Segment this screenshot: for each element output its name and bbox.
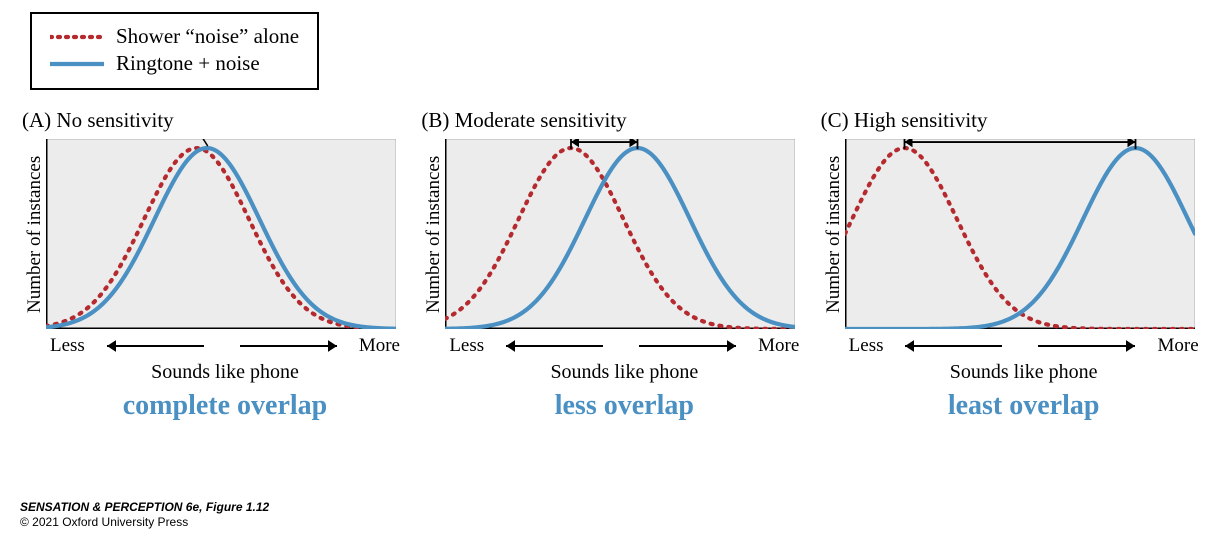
- legend-row-noise: Shower “noise” alone: [50, 24, 299, 49]
- panel-C: (C) High sensitivity Number of instancesd…: [819, 108, 1206, 422]
- x-axis-arrows-icon: [97, 336, 347, 356]
- y-axis-label: Number of instances: [419, 139, 445, 329]
- overlap-label: least overlap: [849, 390, 1199, 422]
- panel-body: Number of instancesd′ = ~4: [819, 139, 1206, 329]
- legend-row-signal: Ringtone + noise: [50, 51, 299, 76]
- x-axis-label: Sounds like phone: [849, 361, 1199, 384]
- x-axis-label: Sounds like phone: [449, 361, 799, 384]
- credit-copyright: © 2021 Oxford University Press: [20, 515, 269, 530]
- x-axis-arrows-icon: [496, 336, 746, 356]
- credit-title: SENSATION & PERCEPTION 6e: [20, 500, 199, 514]
- plot-svg: d′ = ~1: [445, 139, 795, 329]
- figure-credit: SENSATION & PERCEPTION 6e, Figure 1.12 ©…: [20, 500, 269, 530]
- legend-swatch-signal: [50, 57, 104, 71]
- figure-root: Shower “noise” alone Ringtone + noise (A…: [0, 0, 1226, 558]
- panel-body: Number of instancesd′ = ~1: [419, 139, 806, 329]
- panel-A: (A) No sensitivity Number of instancesd′ …: [20, 108, 407, 422]
- x-axis-row: Less More: [849, 335, 1199, 357]
- legend-label-signal: Ringtone + noise: [116, 51, 260, 76]
- x-axis-label: Sounds like phone: [50, 361, 400, 384]
- x-axis-less: Less: [50, 335, 85, 357]
- y-axis-label: Number of instances: [20, 139, 46, 329]
- y-axis-label: Number of instances: [819, 139, 845, 329]
- legend-label-noise: Shower “noise” alone: [116, 24, 299, 49]
- x-axis-row: Less More: [50, 335, 400, 357]
- x-axis-more: More: [758, 335, 799, 357]
- x-axis-less: Less: [849, 335, 884, 357]
- x-axis-arrows-icon: [895, 336, 1145, 356]
- panel-body: Number of instancesd′ = ~0: [20, 139, 407, 329]
- panel-title: (C) High sensitivity: [821, 108, 1206, 133]
- credit-fig: , Figure 1.12: [199, 500, 269, 514]
- legend: Shower “noise” alone Ringtone + noise: [30, 12, 319, 90]
- x-axis-row: Less More: [449, 335, 799, 357]
- panels-row: (A) No sensitivityNumber of instancesd′ …: [20, 108, 1206, 422]
- overlap-label: less overlap: [449, 390, 799, 422]
- panel-title: (B) Moderate sensitivity: [421, 108, 806, 133]
- x-axis-more: More: [1157, 335, 1198, 357]
- panel-title: (A) No sensitivity: [22, 108, 407, 133]
- legend-swatch-noise: [50, 30, 104, 44]
- plot-svg: d′ = ~4: [845, 139, 1195, 329]
- x-axis-more: More: [359, 335, 400, 357]
- x-axis-less: Less: [449, 335, 484, 357]
- overlap-label: complete overlap: [50, 390, 400, 422]
- plot-svg: d′ = ~0: [46, 139, 396, 329]
- panel-B: (B) Moderate sensitivity Number of instan…: [419, 108, 806, 422]
